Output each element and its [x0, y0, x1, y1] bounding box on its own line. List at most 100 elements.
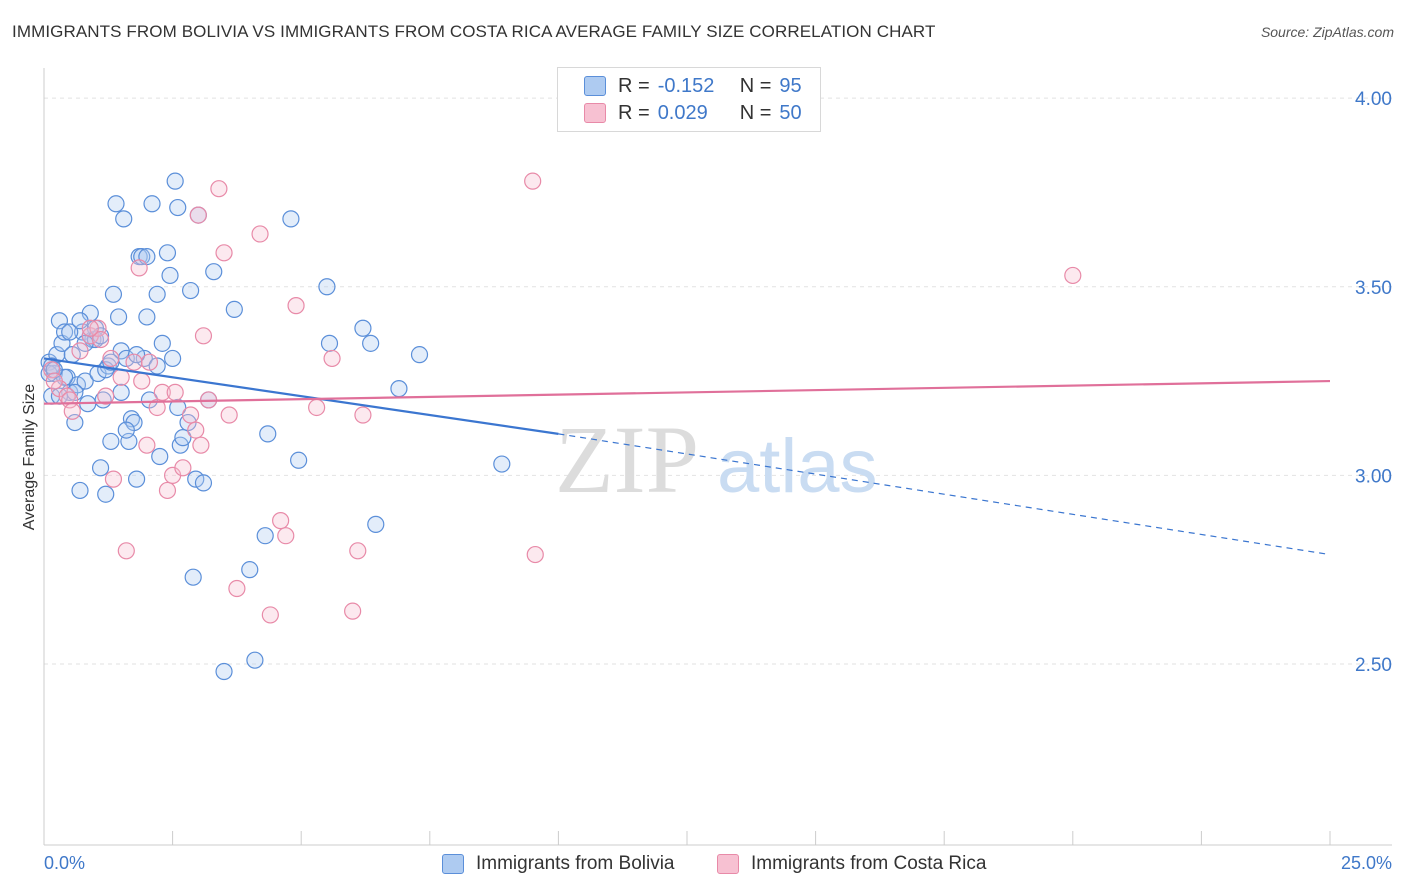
costa-rica-point [45, 372, 63, 390]
costa-rica-point [354, 406, 372, 424]
bolivia-point [259, 425, 277, 443]
costa-rica-point [272, 512, 290, 530]
bolivia-point [71, 481, 89, 500]
series-name: Immigrants from Bolivia [476, 853, 675, 874]
grid-lines [44, 97, 1392, 665]
costa-rica-point [140, 353, 159, 371]
bolivia-point [164, 349, 182, 368]
bolivia-point [91, 459, 110, 477]
bolivia-point [290, 451, 308, 469]
bolivia-point [166, 172, 184, 190]
bolivia-point [169, 198, 187, 217]
series-legend-bolivia: Immigrants from Bolivia [442, 851, 675, 877]
costa-rica-point [117, 542, 135, 560]
costa-rica-point [349, 542, 367, 560]
bolivia-point [205, 263, 223, 281]
bolivia-point [246, 651, 264, 669]
bolivia-point [225, 300, 243, 318]
bolivia-point [194, 474, 213, 492]
costa-rica-point [524, 172, 542, 190]
costa-rica-point [261, 606, 279, 624]
bolivia-point [493, 455, 511, 473]
costa-rica-point [189, 206, 207, 224]
costa-rica-point [153, 383, 171, 401]
costa-rica-point [138, 436, 156, 454]
bolivia-point [50, 312, 69, 330]
watermark-zip: ZIP [555, 406, 699, 513]
legend-row-bolivia: R = -0.152 N = 95 [584, 73, 802, 99]
r-label: R = [618, 101, 650, 124]
bolivia-point [102, 353, 120, 371]
bolivia-point [184, 568, 202, 586]
bolivia-point [109, 308, 128, 326]
bolivia-point [104, 285, 123, 303]
bolivia-point [182, 281, 200, 300]
bolivia-point [127, 470, 146, 488]
bolivia-point [161, 266, 179, 285]
bolivia-point [241, 561, 259, 579]
bolivia-point [256, 527, 274, 545]
bolivia-point [318, 278, 336, 296]
bolivia-point [158, 244, 177, 262]
chart-title: IMMIGRANTS FROM BOLIVIA VS IMMIGRANTS FR… [12, 22, 936, 41]
costa-rica-point [187, 421, 205, 439]
costa-rica-point [104, 470, 123, 488]
costa-rica-point [97, 387, 115, 405]
series-legend-costa-rica: Immigrants from Costa Rica [717, 851, 986, 877]
bolivia-point [390, 380, 408, 398]
costa-rica-point [277, 527, 295, 545]
n-label: N = [739, 74, 772, 97]
series-name: Immigrants from Costa Rica [751, 853, 987, 874]
bolivia-point [112, 383, 130, 401]
bolivia-point [174, 429, 192, 447]
costa-rica-point [125, 353, 143, 371]
costa-rica-point [112, 368, 130, 386]
costa-rica-point [71, 342, 89, 360]
y-tick-label: 3.50 [1355, 278, 1392, 299]
n-label: N = [739, 101, 772, 124]
bolivia-point [117, 421, 135, 439]
bolivia-point [410, 346, 429, 364]
bolivia-point [282, 210, 300, 228]
costa-rica-trend-line [43, 379, 1331, 405]
bolivia-point [97, 485, 115, 503]
costa-rica-point [308, 398, 326, 417]
y-axis-label: Average Family Size [21, 384, 38, 531]
bolivia-point [367, 515, 385, 533]
costa-rica-point [220, 406, 238, 424]
costa-rica-point [63, 402, 81, 420]
n-value: 50 [779, 101, 802, 124]
r-value: 0.029 [657, 101, 708, 124]
bolivia-point [76, 372, 94, 390]
n-value: 95 [779, 74, 802, 97]
bolivia-point [143, 195, 161, 213]
watermark-atlas: atlas [717, 424, 878, 509]
legend-swatch-pink [584, 103, 606, 123]
source-label: Source: ZipAtlas.com [1260, 24, 1394, 40]
costa-rica-point [526, 545, 544, 564]
bolivia-point [153, 334, 171, 352]
costa-rica-point [344, 602, 362, 620]
costa-rica-point [166, 383, 184, 401]
bolivia-point [102, 432, 120, 451]
costa-rica-point [148, 398, 166, 417]
costa-rica-point [81, 319, 99, 337]
costa-rica-point [194, 327, 213, 345]
bolivia-point [55, 323, 74, 341]
bolivia-trend-extension [558, 433, 1331, 556]
bolivia-point [138, 308, 156, 326]
data-points [40, 172, 1082, 681]
costa-rica-point [130, 259, 148, 277]
bolivia-point [151, 447, 169, 466]
axes [43, 68, 1392, 846]
costa-rica-point [91, 330, 110, 349]
bolivia-point [215, 662, 233, 681]
costa-rica-point [323, 349, 341, 368]
costa-rica-point [102, 349, 120, 368]
watermark: ZIP atlas [555, 406, 878, 513]
costa-rica-point [287, 297, 305, 315]
y-tick-label: 3.00 [1355, 466, 1392, 487]
x-tick-labels: 0.0% 25.0% [44, 853, 1392, 873]
costa-rica-point [1064, 266, 1082, 285]
